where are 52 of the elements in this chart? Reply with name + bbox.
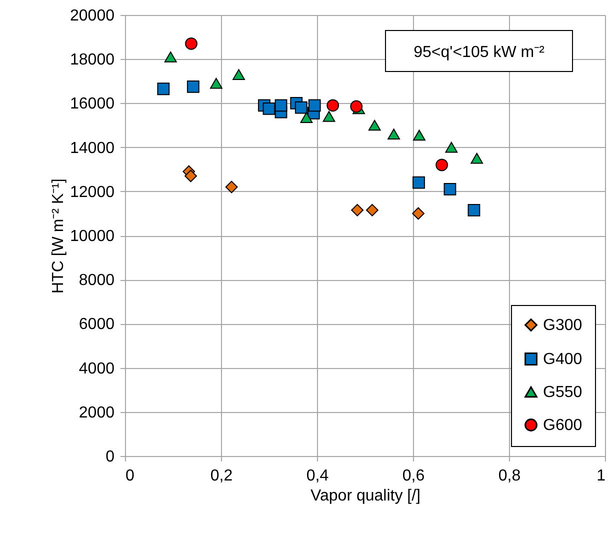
point (300, 112, 313, 123)
point (351, 204, 364, 216)
point (413, 130, 426, 141)
point (185, 37, 198, 50)
legend-label: G550 (543, 384, 582, 401)
y-tick-label: 14000 (70, 140, 115, 157)
point (468, 204, 480, 216)
point (225, 180, 238, 194)
y-tick-label: 4000 (78, 360, 115, 378)
point (164, 51, 177, 62)
point (210, 78, 222, 89)
x-tick-label: 0,4 (306, 468, 329, 484)
point (157, 82, 170, 96)
y-tick-label: 2000 (78, 404, 115, 422)
y-tick-label: 20000 (70, 8, 115, 24)
x-tick-label: 0 (126, 468, 134, 484)
y-tick-label: 18000 (70, 52, 115, 69)
point (350, 100, 363, 113)
point (274, 99, 288, 112)
point (366, 204, 378, 216)
point (186, 80, 200, 93)
note-box: 95<q'<105 kW m⁻² (385, 30, 573, 72)
point (436, 158, 448, 172)
x-tick-label: 1 (596, 468, 606, 484)
legend-label: G400 (543, 351, 582, 368)
legend-label: G300 (543, 317, 582, 334)
y-tick-label: 16000 (70, 96, 115, 113)
point (232, 69, 245, 80)
x-axis-title: Vapor quality [/] (310, 488, 420, 504)
point (368, 120, 381, 131)
x-tick-label: 0,8 (498, 468, 521, 484)
y-tick-label: 0 (106, 448, 115, 466)
y-tick-label: 8000 (78, 272, 115, 290)
y-axis-title: HTC [W m⁻² K⁻¹] (50, 178, 68, 294)
point (412, 207, 424, 220)
y-tick-label: 6000 (78, 316, 115, 334)
point (184, 170, 197, 182)
point (322, 110, 336, 122)
point (308, 99, 321, 112)
point (444, 182, 456, 196)
y-tick-label: 10000 (70, 228, 115, 245)
legend-label: G600 (543, 417, 582, 434)
y-tick-label: 12000 (70, 184, 115, 201)
point (412, 176, 425, 189)
point (445, 142, 458, 153)
x-tick-label: 0,6 (402, 468, 425, 484)
point (388, 128, 400, 140)
x-tick-label: 0,2 (210, 468, 233, 484)
point (294, 101, 308, 114)
point (470, 152, 484, 164)
point (262, 102, 276, 115)
point (326, 99, 340, 112)
